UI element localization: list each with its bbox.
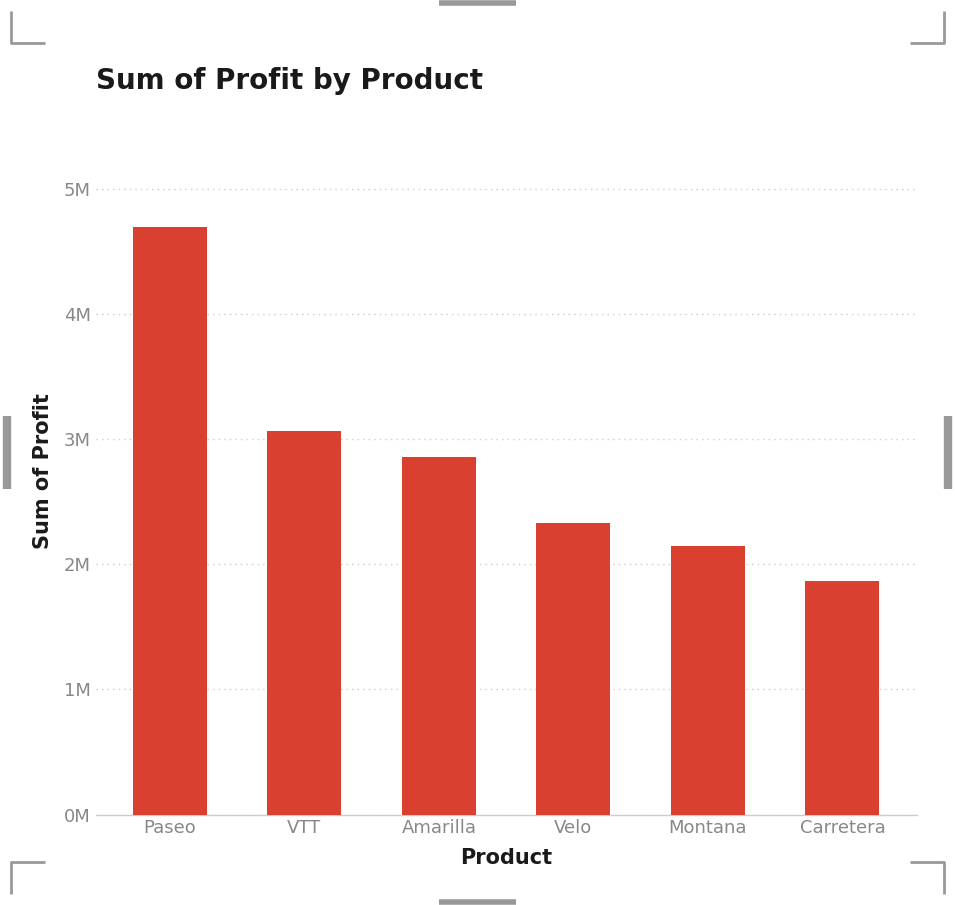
Y-axis label: Sum of Profit: Sum of Profit <box>32 393 53 548</box>
Text: Sum of Profit by Product: Sum of Profit by Product <box>96 67 482 95</box>
Bar <box>671 546 745 814</box>
Bar <box>402 457 476 814</box>
X-axis label: Product: Product <box>460 849 552 869</box>
Bar <box>537 523 610 814</box>
Bar <box>805 581 880 814</box>
Bar <box>267 431 341 814</box>
Bar <box>133 227 207 814</box>
